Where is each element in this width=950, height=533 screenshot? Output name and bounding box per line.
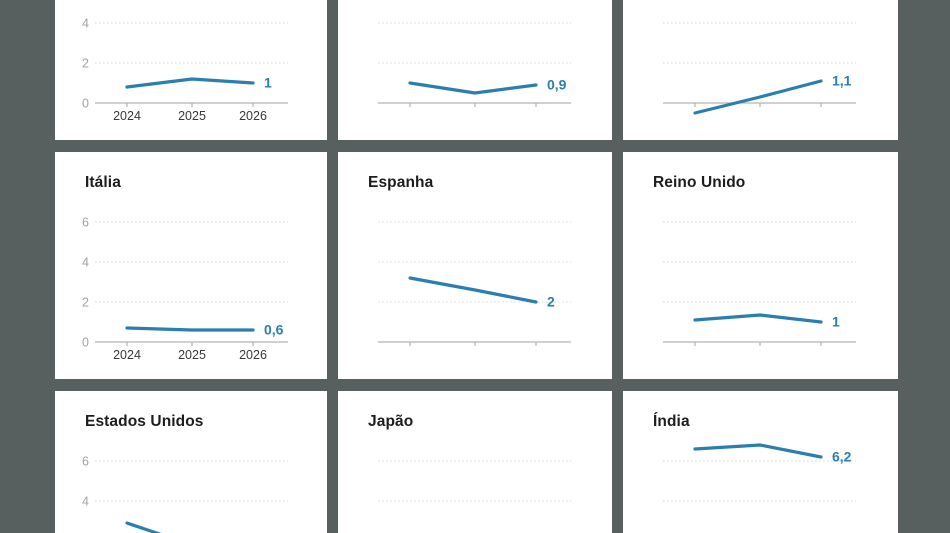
svg-text:6,2: 6,2	[832, 449, 852, 465]
svg-text:2: 2	[82, 57, 89, 71]
line-chart: 1,1	[663, 22, 856, 115]
panel-italia: Itália 0 2 4 6 2024 2025 2026 0,6	[55, 152, 327, 379]
svg-text:4: 4	[82, 495, 89, 509]
panel-top-left: 02462024202520261	[55, 0, 327, 140]
svg-text:0: 0	[82, 336, 89, 350]
panel-title: Reino Unido	[653, 174, 746, 191]
panel-japao: Japão	[338, 391, 612, 533]
svg-text:4: 4	[82, 256, 89, 270]
svg-text:1: 1	[264, 75, 272, 91]
line-chart	[378, 460, 571, 502]
line-chart: 02462024202520261	[82, 17, 288, 123]
line-chart: 1	[663, 221, 856, 346]
svg-text:6: 6	[82, 216, 89, 230]
svg-text:2: 2	[82, 296, 89, 310]
svg-text:6: 6	[82, 455, 89, 469]
panel-title: Japão	[368, 413, 414, 430]
panel-title: Itália	[85, 174, 121, 191]
panel-top-center: 0,9	[338, 0, 612, 140]
svg-text:2: 2	[547, 294, 555, 310]
svg-text:2026: 2026	[239, 348, 267, 362]
panel-espanha: Espanha 2	[338, 152, 612, 379]
panel-title: Espanha	[368, 174, 434, 191]
line-chart: 2	[378, 221, 571, 346]
svg-text:2025: 2025	[178, 109, 206, 123]
svg-text:0,9: 0,9	[547, 77, 567, 93]
svg-text:0,6: 0,6	[264, 322, 284, 338]
svg-text:2024: 2024	[113, 109, 141, 123]
svg-text:0: 0	[82, 97, 89, 111]
panel-title: Índia	[653, 413, 690, 430]
line-chart: 0,9	[378, 22, 571, 107]
svg-text:2025: 2025	[178, 348, 206, 362]
line-chart: 0 2 4 6 2024 2025 2026 0,6	[82, 216, 288, 362]
line-chart: 6,2	[663, 443, 856, 502]
svg-text:1,1: 1,1	[832, 73, 852, 89]
panel-india: Índia 6,2	[623, 391, 898, 533]
svg-text:2024: 2024	[113, 348, 141, 362]
panel-title: Estados Unidos	[85, 413, 204, 430]
svg-text:1: 1	[832, 314, 840, 330]
panel-top-right: 1,1	[623, 0, 898, 140]
svg-text:2026: 2026	[239, 109, 267, 123]
svg-text:4: 4	[82, 17, 89, 31]
panel-reino-unido: Reino Unido 1	[623, 152, 898, 379]
